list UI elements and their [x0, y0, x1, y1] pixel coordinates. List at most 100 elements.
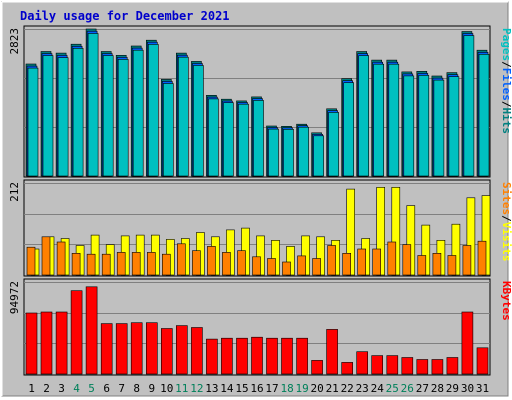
x-tick-label: 19: [295, 382, 308, 395]
bar-sites-day-26: [402, 244, 412, 276]
bar-sites-day-9: [147, 252, 156, 276]
bar-sites-day-17: [267, 258, 276, 276]
bar-sites-day-16: [252, 256, 261, 276]
legend: KBytes: [500, 281, 512, 321]
bar-pages-day-6: [102, 55, 114, 177]
bar-kbytes-day-21: [326, 329, 338, 375]
bar-kbytes-day-28: [431, 359, 444, 375]
bar-kbytes-day-5: [85, 286, 98, 375]
bar-kbytes-day-25: [386, 355, 399, 375]
bar-pages-day-4: [72, 47, 84, 177]
bar-kbytes-day-10: [161, 328, 173, 375]
bar-kbytes-day-9: [146, 322, 158, 375]
x-tick-label: 13: [205, 382, 218, 395]
bar-kbytes-day-7: [115, 323, 128, 375]
bar-pages-day-27: [418, 75, 430, 177]
bar-pages-day-8: [132, 49, 144, 177]
x-tick-label: 8: [133, 382, 140, 395]
bar-pages-day-13: [208, 98, 219, 177]
bar-pages-day-2: [42, 55, 54, 177]
x-tick-label: 18: [280, 382, 293, 395]
x-tick-label: 2: [43, 382, 50, 395]
x-tick-label: 23: [356, 382, 369, 395]
bar-pages-day-7: [117, 59, 129, 177]
panel-kbytes: 94972 KBytes: [8, 278, 512, 376]
bar-sites-day-24: [372, 248, 382, 276]
bar-kbytes-day-26: [401, 357, 414, 375]
bar-kbytes-day-14: [221, 337, 233, 375]
bar-kbytes-day-1: [25, 312, 38, 375]
bar-kbytes-day-19: [296, 337, 308, 375]
bar-sites-day-6: [101, 253, 111, 276]
x-tick-label: 17: [265, 382, 278, 395]
bar-sites-day-19: [297, 255, 306, 276]
bar-sites-day-29: [447, 255, 457, 276]
x-axis-labels: 1 2 3 4 5 6 7 8 9 10 11 12 13 14 15 16 17 18 19 20 21 22 23 24 2…: [28, 382, 489, 395]
bar-pages-day-24: [373, 63, 385, 177]
bar-sites-day-14: [222, 252, 231, 276]
bar-kbytes-day-18: [281, 337, 293, 375]
bar-pages-day-14: [223, 102, 234, 177]
bar-sites-day-31: [477, 240, 487, 276]
legend-entry: Sites: [500, 182, 512, 215]
bar-pages-day-20: [313, 135, 324, 177]
bar-pages-day-1: [27, 67, 39, 177]
bar-pages-day-19: [298, 126, 309, 177]
bar-sites-day-27: [417, 255, 427, 276]
x-tick-label: 12: [190, 382, 203, 395]
bar-kbytes-day-24: [371, 355, 384, 375]
bar-sites-day-7: [116, 252, 126, 276]
bar-pages-day-29: [448, 76, 460, 177]
bar-sites-day-4: [71, 253, 81, 276]
bar-kbytes-day-20: [311, 360, 323, 375]
bar-pages-day-17: [268, 128, 279, 177]
bar-kbytes-day-6: [100, 323, 113, 375]
bar-sites-day-10: [162, 253, 171, 276]
bar-sites-day-5: [86, 253, 96, 276]
y-max-label: 94972: [8, 281, 21, 314]
bar-sites-day-13: [207, 246, 216, 276]
x-tick-label: 6: [103, 382, 110, 395]
x-tick-label: 20: [310, 382, 323, 395]
bar-sites-day-25: [387, 241, 397, 276]
legend-entry: KBytes: [500, 281, 512, 321]
panel-visits-sites: 212 Sites/Visits: [8, 179, 512, 277]
x-tick-label: 22: [341, 382, 354, 395]
bar-kbytes-day-8: [130, 322, 143, 375]
x-tick-label: 3: [58, 382, 65, 395]
legend: Sites/Visits: [500, 182, 512, 262]
bar-pages-day-16: [253, 100, 264, 177]
x-tick-label: 1: [28, 382, 35, 395]
x-tick-label: 5: [88, 382, 95, 395]
legend-entry: Files: [500, 68, 512, 101]
bar-kbytes-day-11: [176, 325, 188, 375]
bar-kbytes-day-12: [191, 327, 203, 375]
bar-kbytes-day-13: [206, 338, 218, 375]
bar-pages-day-28: [433, 79, 445, 177]
bar-pages-day-18: [283, 129, 294, 177]
x-tick-label: 30: [461, 382, 474, 395]
bar-pages-day-23: [358, 55, 370, 177]
bar-sites-day-20: [312, 258, 321, 276]
bar-kbytes-day-22: [341, 362, 354, 375]
x-tick-label: 27: [416, 382, 429, 395]
x-tick-label: 11: [175, 382, 188, 395]
bar-pages-day-3: [57, 57, 69, 177]
bar-sites-day-23: [357, 248, 367, 276]
x-tick-label: 28: [431, 382, 444, 395]
x-tick-label: 25: [386, 382, 399, 395]
bar-sites-day-28: [432, 253, 442, 276]
bar-pages-day-25: [388, 63, 400, 177]
bar-pages-day-5: [87, 33, 99, 177]
y-max-label: 212: [8, 182, 21, 202]
bar-sites-day-2: [41, 236, 51, 276]
bar-sites-day-18: [282, 261, 291, 276]
y-max-label: 2823: [8, 28, 21, 55]
x-tick-label: 21: [326, 382, 339, 395]
legend-entry: Visits: [500, 222, 512, 262]
bar-kbytes-day-30: [461, 311, 474, 375]
bar-sites-day-8: [131, 252, 141, 276]
bar-sites-day-15: [237, 250, 246, 276]
bar-pages-day-31: [478, 53, 490, 177]
